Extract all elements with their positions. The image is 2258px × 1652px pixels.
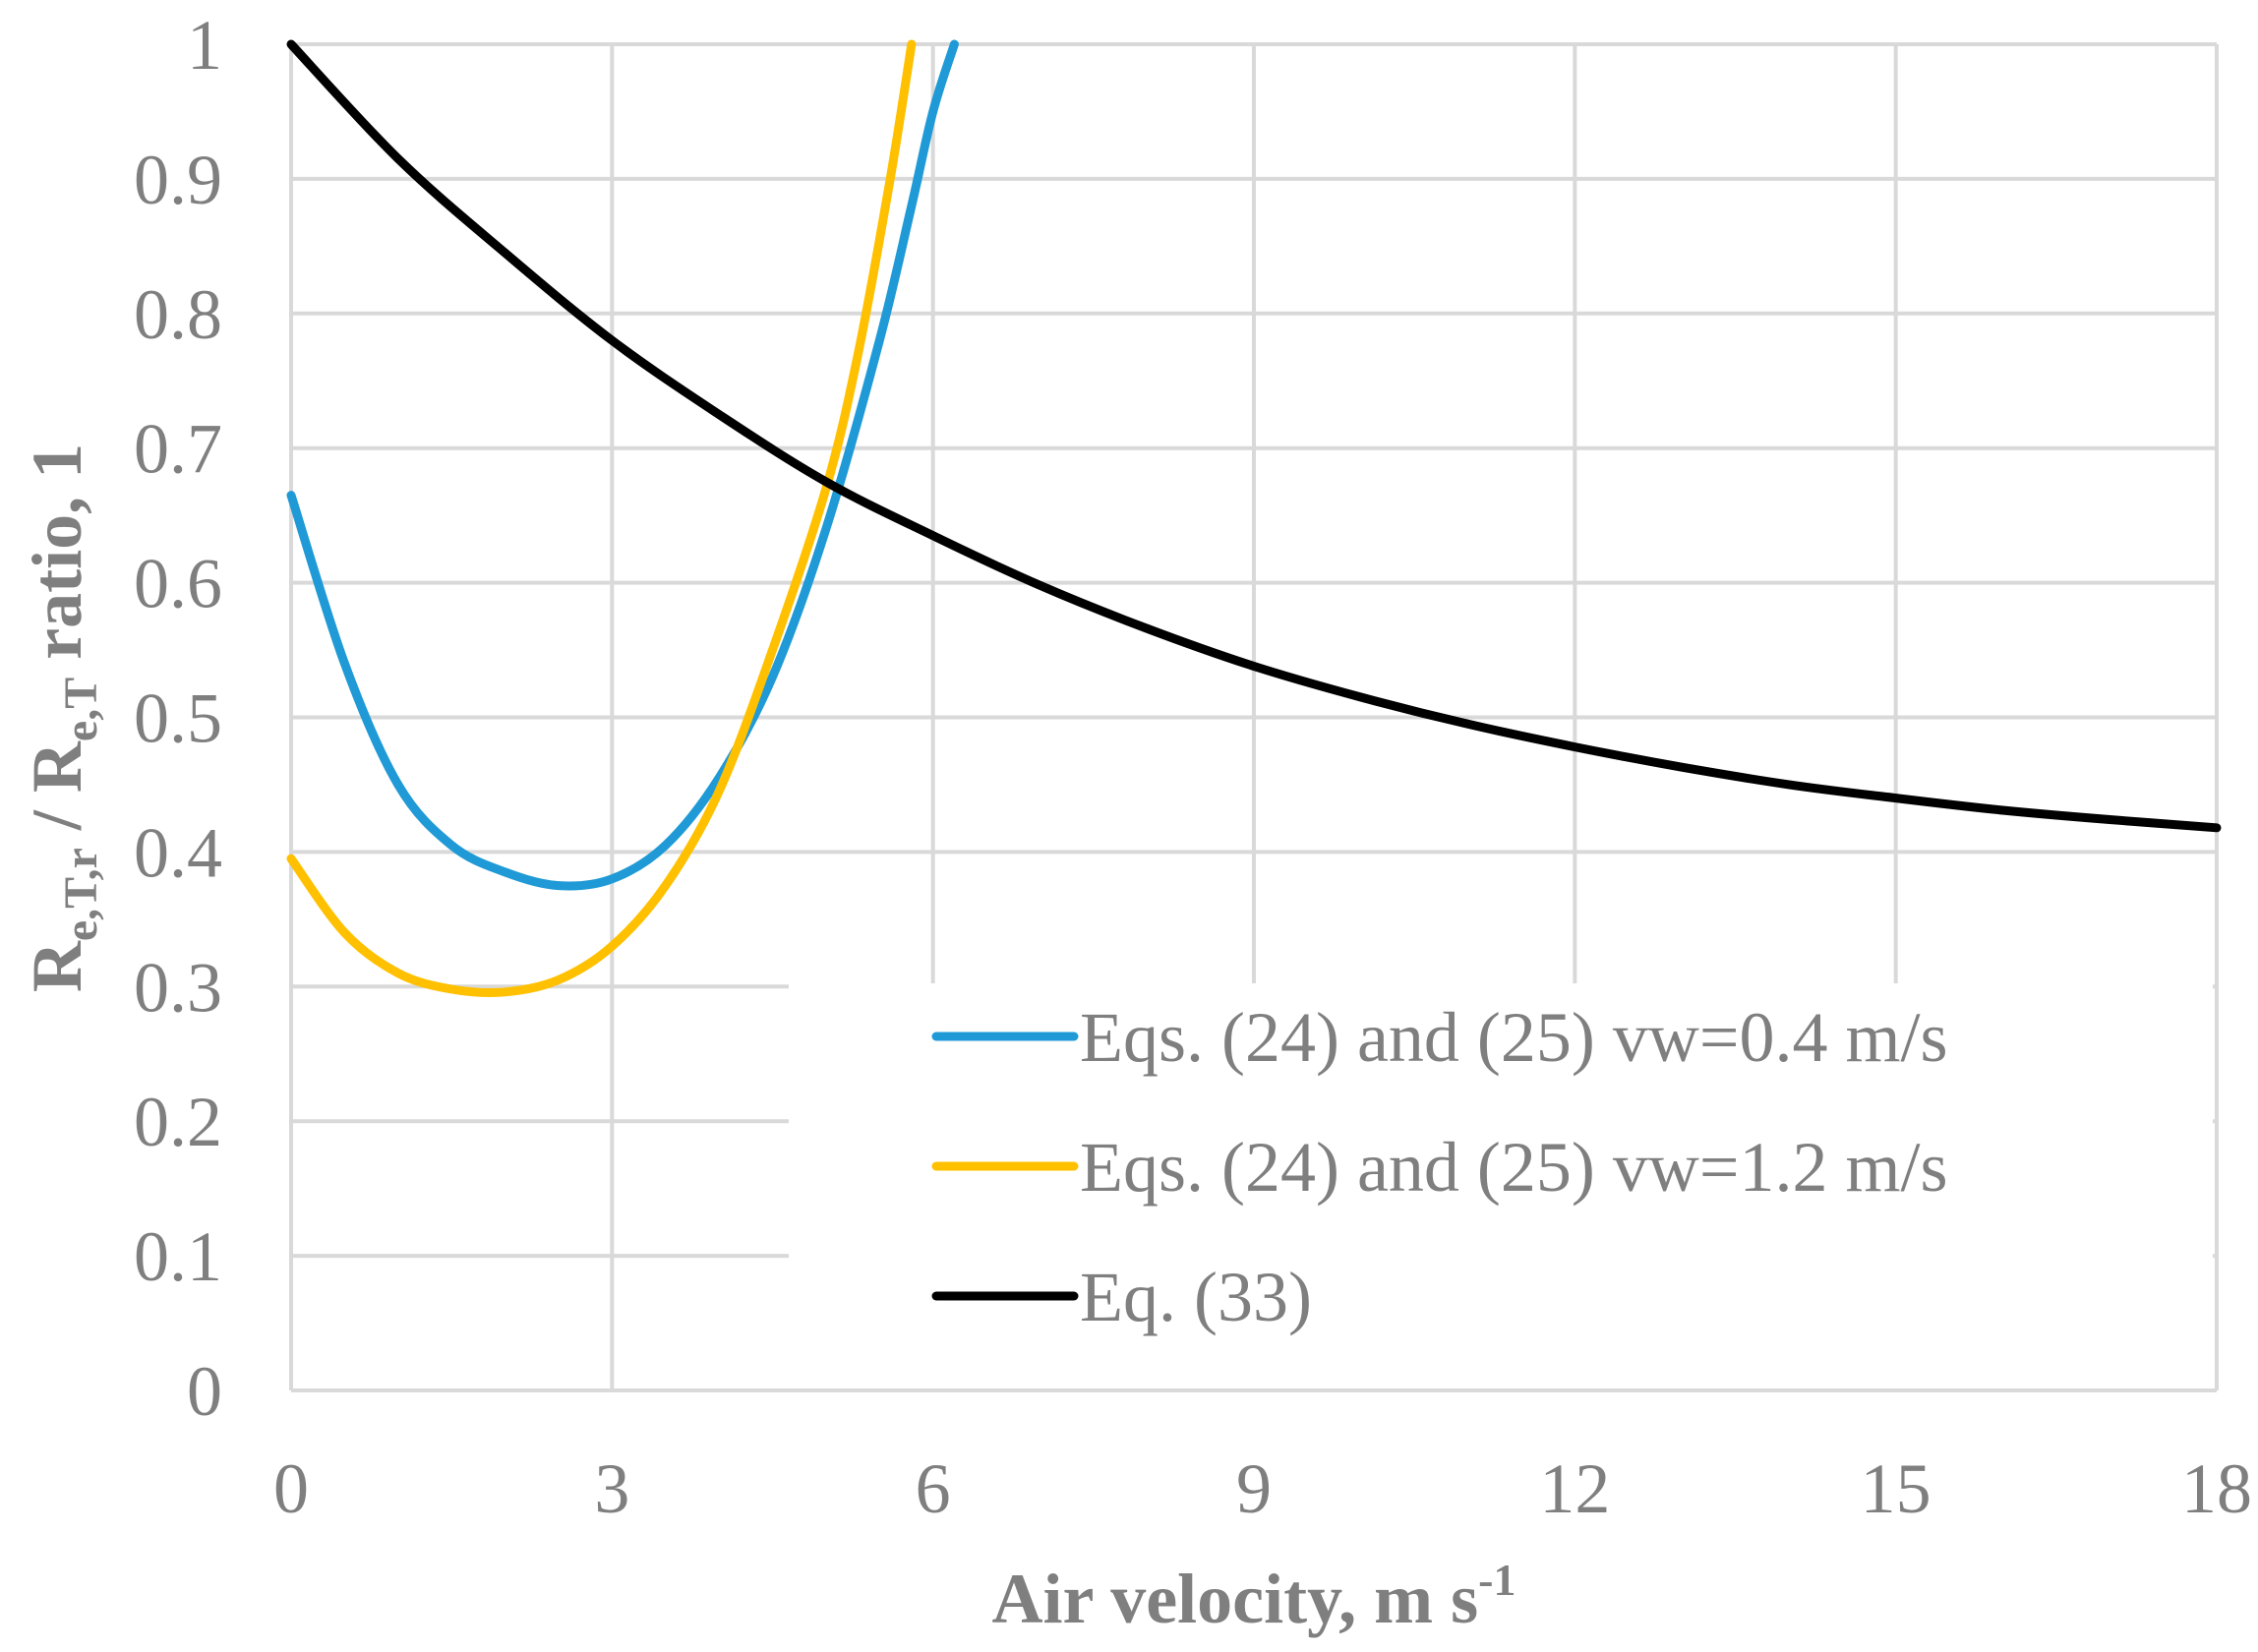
y-tick-label: 0.9	[134, 141, 222, 219]
axes	[289, 44, 2217, 1392]
x-tick-label: 9	[1236, 1449, 1272, 1528]
series-lines	[286, 39, 2222, 997]
y-tick-label: 0.2	[134, 1083, 222, 1161]
legend-label: Eqs. (24) and (25) vw=1.2 m/s	[1080, 1128, 1948, 1207]
y-tick-label: 0.8	[134, 275, 222, 354]
y-axis-title-text: R	[18, 940, 96, 992]
x-tick-label: 15	[1861, 1449, 1931, 1528]
x-tick-label: 0	[273, 1449, 309, 1528]
y-axis-title: Re,T,r / Re,T ratio, 1	[18, 443, 107, 992]
y-tick-label: 0.4	[134, 813, 222, 892]
x-tick-label: 3	[594, 1449, 629, 1528]
legend-label: Eq. (33)	[1080, 1258, 1312, 1336]
legend-background	[789, 983, 2213, 1388]
y-tick-label: 0.7	[134, 410, 222, 489]
legend: Eqs. (24) and (25) vw=0.4 m/s Eqs. (24) a…	[931, 998, 1948, 1336]
y-tick-label: 0.3	[134, 948, 222, 1027]
y-tick-label: 0.1	[134, 1217, 222, 1296]
series-line-2	[286, 39, 917, 997]
y-axis-title-subscript: e,T	[55, 678, 107, 741]
x-axis-title: Air velocity, m s-1	[992, 1555, 1516, 1638]
x-axis-title-text: Air velocity, m s	[992, 1560, 1479, 1638]
x-tick-label: 6	[916, 1449, 951, 1528]
y-tick-label: 0.6	[134, 545, 222, 623]
tick-labels: 0 0.1 0.2 0.3 0.4 0.5 0.6 0.7 0.8 0.9 1 0 3 6 9 12 15 18	[134, 6, 2252, 1528]
series-line-3	[286, 39, 2222, 833]
y-tick-label: 0	[187, 1352, 222, 1431]
y-axis-title-subscript: e,T,r	[55, 848, 107, 941]
y-tick-label: 0.5	[134, 679, 222, 758]
y-axis-title-text: / R	[18, 740, 96, 848]
series-line-1	[286, 39, 959, 891]
y-tick-label: 1	[187, 6, 222, 85]
x-tick-label: 18	[2181, 1449, 2252, 1528]
x-tick-label: 12	[1539, 1449, 1610, 1528]
legend-label: Eqs. (24) and (25) vw=0.4 m/s	[1080, 998, 1948, 1077]
y-axis-title-text: ratio, 1	[18, 443, 96, 678]
x-axis-title-superscript: -1	[1478, 1555, 1515, 1605]
